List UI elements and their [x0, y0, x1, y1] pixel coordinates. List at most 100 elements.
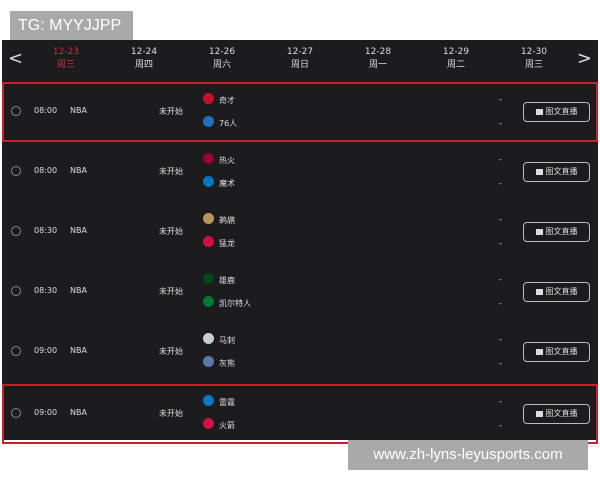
- away-score: -: [499, 179, 502, 188]
- league: NBA: [70, 226, 87, 235]
- game-row[interactable]: 08:00 NBA 未开始 热火 魔术 - - 图文直播: [2, 142, 598, 202]
- day-weekday: 周日: [290, 60, 309, 70]
- away-team-logo-icon: [203, 176, 214, 187]
- button-label: 图文直播: [545, 167, 578, 176]
- game-time: 08:00: [34, 166, 58, 175]
- league: NBA: [70, 408, 87, 417]
- button-label: 图文直播: [545, 347, 578, 356]
- home-score: -: [499, 335, 502, 344]
- prev-arrow-icon[interactable]: <: [8, 48, 24, 69]
- away-score: -: [499, 359, 502, 368]
- home-team-logo-icon: [203, 153, 214, 164]
- game-row[interactable]: 08:30 NBA 未开始 雄鹿 凯尔特人 - - 图文直播: [2, 262, 598, 322]
- image-icon: [535, 289, 543, 295]
- tab-day[interactable]: 12-28 周一: [348, 46, 408, 72]
- home-team-logo-icon: [203, 273, 214, 284]
- game-status: 未开始: [159, 347, 183, 356]
- tab-day[interactable]: 12-26 周六: [192, 46, 252, 72]
- live-text-button[interactable]: 图文直播: [523, 282, 590, 302]
- home-team-logo-icon: [203, 213, 214, 224]
- basketball-icon: [11, 286, 21, 296]
- away-team-logo-icon: [203, 418, 214, 429]
- home-score: -: [499, 95, 502, 104]
- button-label: 图文直播: [545, 287, 578, 296]
- live-text-button[interactable]: 图文直播: [523, 404, 590, 424]
- game-row[interactable]: 09:00 NBA 未开始 马刺 灰熊 - - 图文直播: [2, 322, 598, 382]
- button-label: 图文直播: [545, 409, 578, 418]
- away-score: -: [499, 421, 502, 430]
- day-date: 12-29: [442, 47, 470, 57]
- away-team: 魔术: [219, 179, 235, 188]
- away-score: -: [499, 299, 502, 308]
- game-row[interactable]: 08:30 NBA 未开始 鹈鹕 猛龙 - - 图文直播: [2, 202, 598, 262]
- home-team: 热火: [219, 156, 235, 165]
- tab-day[interactable]: 12-24 周四: [114, 46, 174, 72]
- day-weekday: 周三: [524, 60, 543, 70]
- day-date: 12-28: [364, 47, 392, 57]
- next-arrow-icon[interactable]: >: [576, 48, 592, 69]
- home-score: -: [499, 397, 502, 406]
- day-date: 12-24: [130, 47, 158, 57]
- league: NBA: [70, 286, 87, 295]
- image-icon: [535, 229, 543, 235]
- home-team: 雷霆: [219, 398, 235, 407]
- league: NBA: [70, 346, 87, 355]
- home-team: 鹈鹕: [219, 216, 235, 225]
- game-status: 未开始: [159, 107, 183, 116]
- home-team: 雄鹿: [219, 276, 235, 285]
- game-status: 未开始: [159, 409, 183, 418]
- game-time: 09:00: [34, 408, 58, 417]
- day-weekday: 周二: [446, 60, 465, 70]
- league: NBA: [70, 166, 87, 175]
- day-date: 12-27: [286, 47, 314, 57]
- live-text-button[interactable]: 图文直播: [523, 222, 590, 242]
- game-time: 08:30: [34, 286, 58, 295]
- image-icon: [535, 349, 543, 355]
- home-score: -: [499, 275, 502, 284]
- live-text-button[interactable]: 图文直播: [523, 342, 590, 362]
- home-team: 马刺: [219, 336, 235, 345]
- game-status: 未开始: [159, 287, 183, 296]
- button-label: 图文直播: [545, 227, 578, 236]
- day-weekday: 周一: [368, 60, 387, 70]
- live-text-button[interactable]: 图文直播: [523, 102, 590, 122]
- image-icon: [535, 411, 543, 417]
- away-team: 凯尔特人: [219, 299, 251, 308]
- live-text-button[interactable]: 图文直播: [523, 162, 590, 182]
- home-score: -: [499, 155, 502, 164]
- watermark-top: TG: MYYJJPP: [10, 11, 133, 40]
- day-weekday: 周四: [134, 60, 153, 70]
- game-status: 未开始: [159, 167, 183, 176]
- home-team: 奇才: [219, 96, 235, 105]
- basketball-icon: [11, 166, 21, 176]
- away-score: -: [499, 119, 502, 128]
- game-time: 08:00: [34, 106, 58, 115]
- tab-day[interactable]: 12-29 周二: [426, 46, 486, 72]
- game-status: 未开始: [159, 227, 183, 236]
- watermark-bottom: www.zh-lyns-leyusports.com: [348, 440, 588, 470]
- away-team-logo-icon: [203, 116, 214, 127]
- away-team-logo-icon: [203, 296, 214, 307]
- schedule-panel: < > 12-23 周三 12-24 周四 12-26 周六 12-27 周日 12-28 周一 1…: [2, 40, 598, 444]
- game-time: 08:30: [34, 226, 58, 235]
- tab-day[interactable]: 12-30 周三: [504, 46, 564, 72]
- basketball-icon: [11, 408, 21, 418]
- game-time: 09:00: [34, 346, 58, 355]
- day-date: 12-26: [208, 47, 236, 57]
- button-label: 图文直播: [545, 107, 578, 116]
- away-team-logo-icon: [203, 356, 214, 367]
- date-bar: < > 12-23 周三 12-24 周四 12-26 周六 12-27 周日 12-28 周一 1…: [2, 40, 598, 80]
- day-weekday: 周六: [212, 60, 231, 70]
- tab-day[interactable]: 12-27 周日: [270, 46, 330, 72]
- game-row[interactable]: 09:00 NBA 未开始 雷霆 火箭 - - 图文直播: [2, 384, 598, 444]
- away-team: 火箭: [219, 421, 235, 430]
- tab-day[interactable]: 12-23 周三: [36, 46, 96, 72]
- day-date: 12-23: [52, 47, 80, 57]
- game-row[interactable]: 08:00 NBA 未开始 奇才 76人 - - 图文直播: [2, 82, 598, 142]
- home-team-logo-icon: [203, 93, 214, 104]
- image-icon: [535, 109, 543, 115]
- away-team: 灰熊: [219, 359, 235, 368]
- league: NBA: [70, 106, 87, 115]
- day-weekday: 周三: [56, 60, 75, 70]
- day-date: 12-30: [520, 47, 548, 57]
